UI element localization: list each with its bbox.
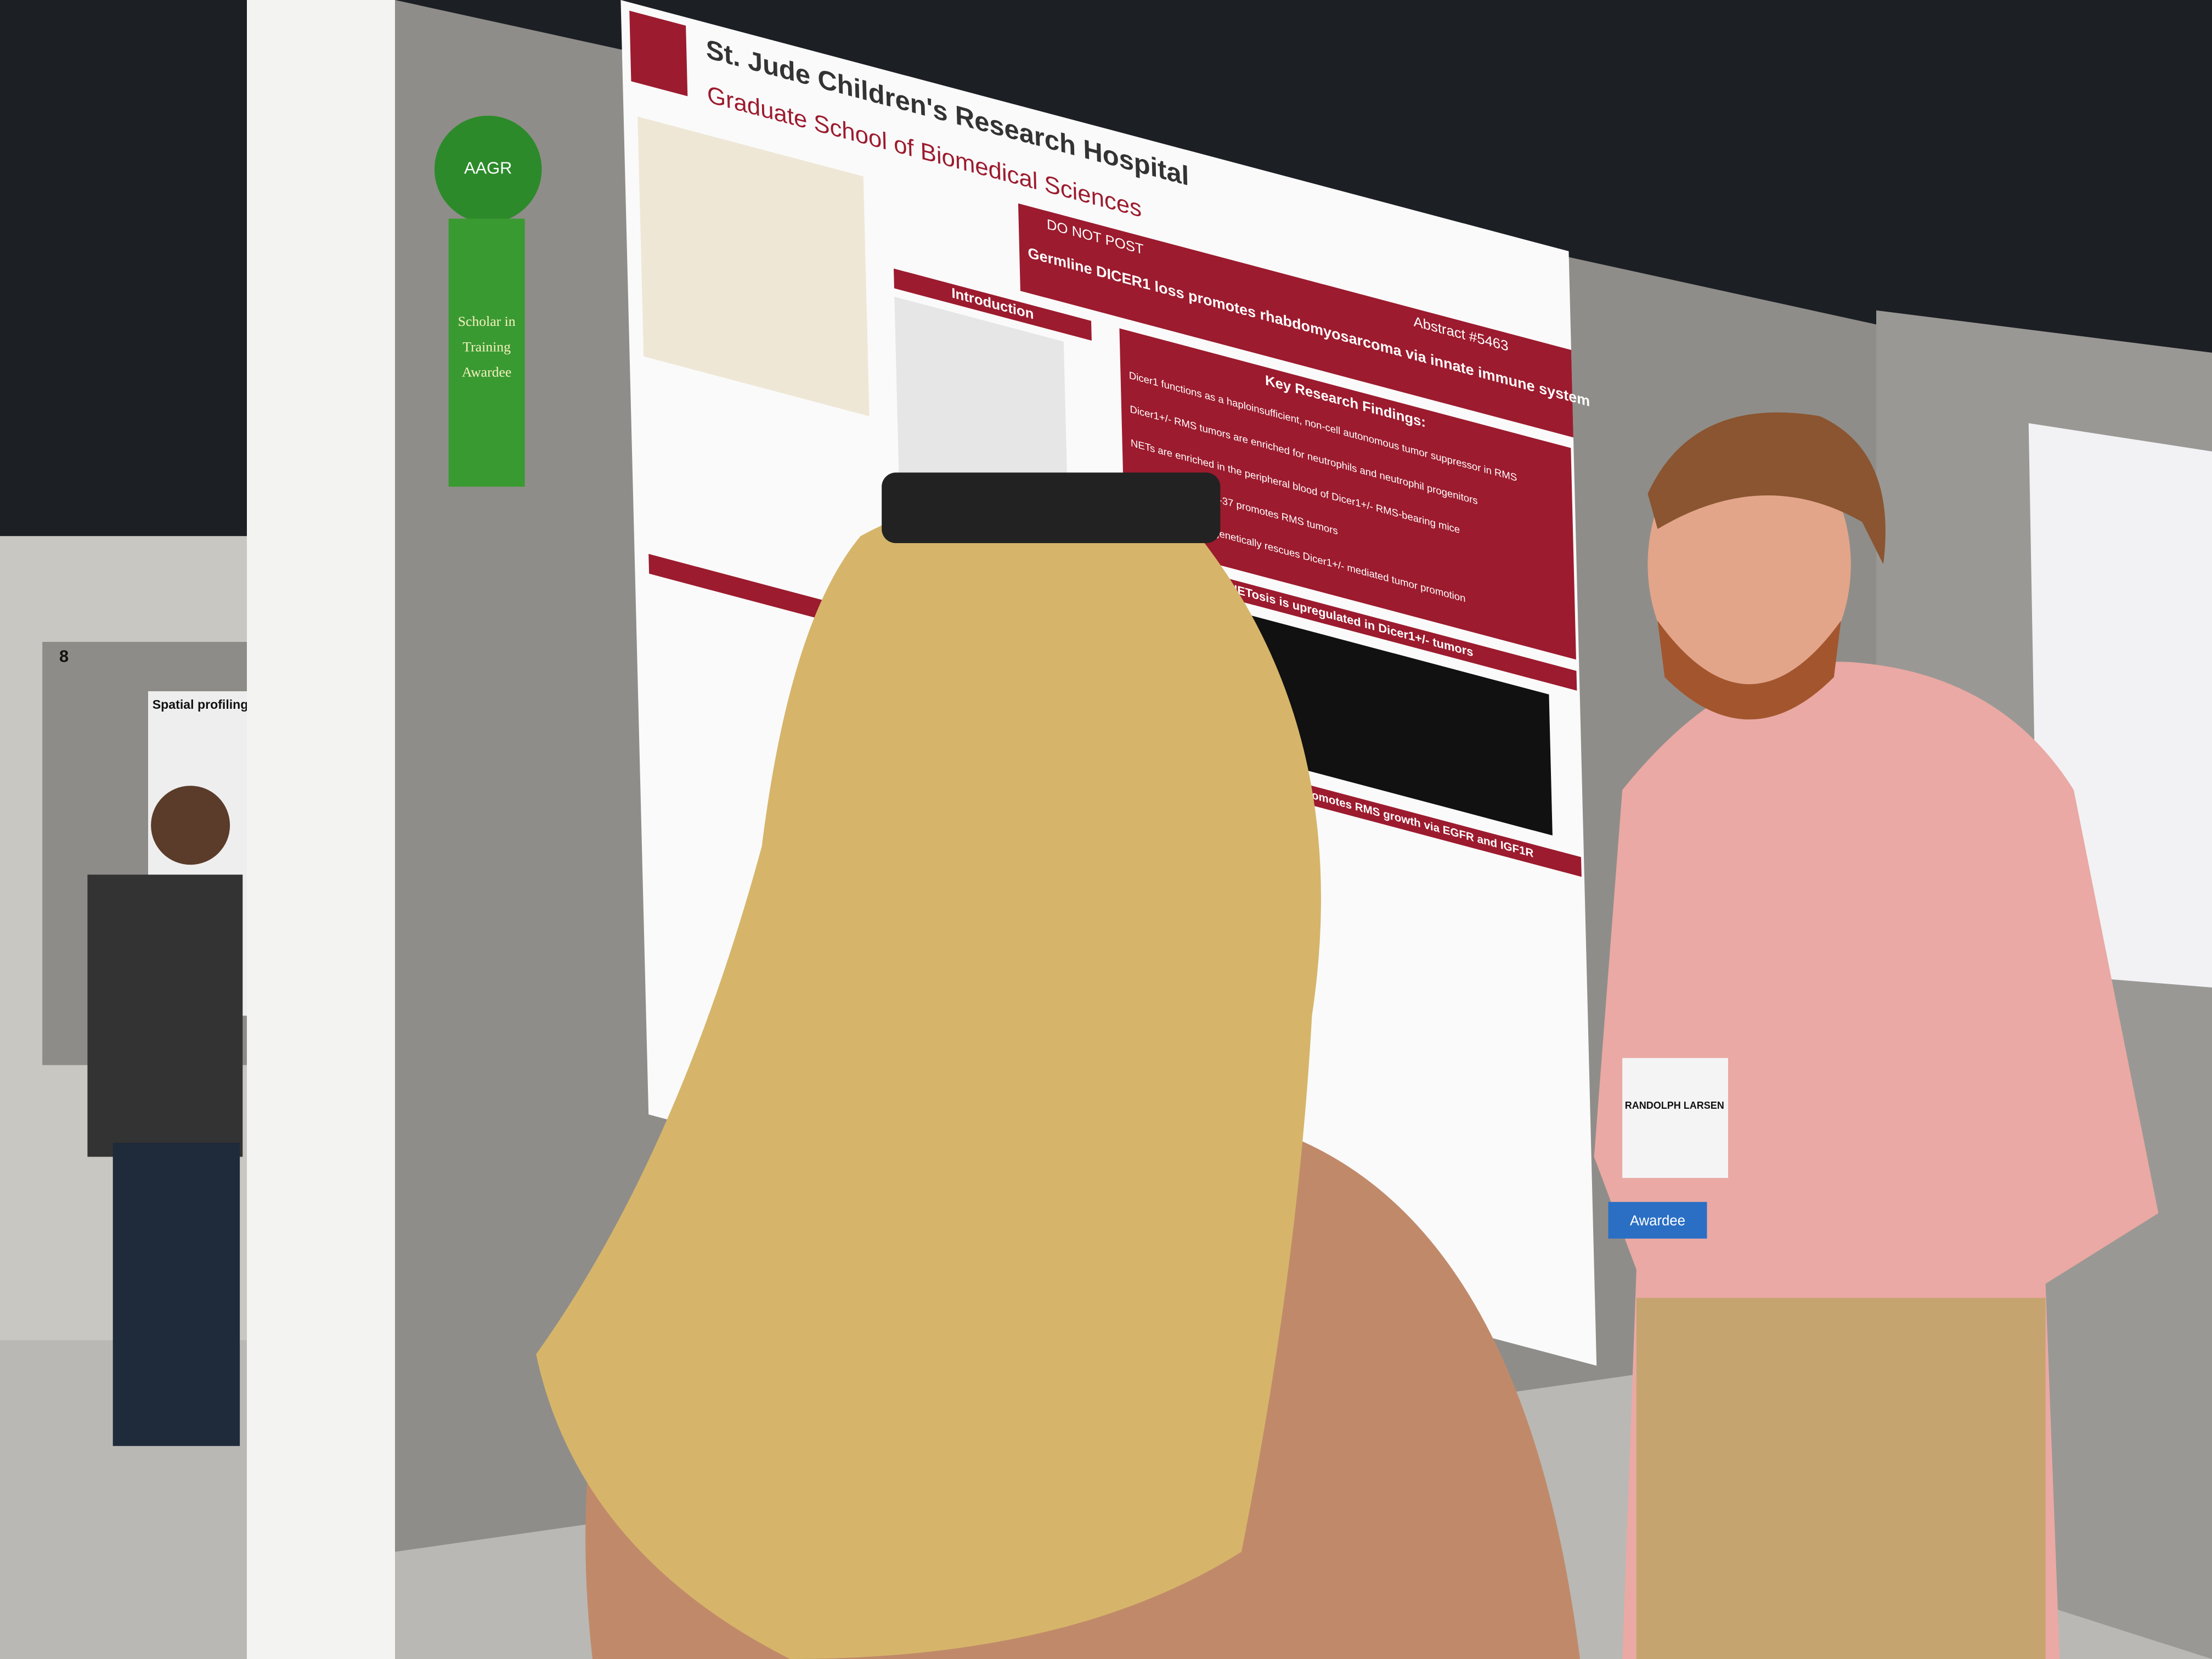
title-bar — [1018, 203, 1573, 438]
ribbon-rosette — [435, 115, 542, 223]
ribbon-org: AAGR — [464, 159, 512, 178]
sunglasses — [882, 472, 1221, 543]
logo — [629, 10, 688, 97]
ribbon-label-box: Scholar in Training Awardee — [458, 314, 516, 381]
badge — [1622, 1058, 1728, 1178]
badge-name: RANDOLPH LARSEN — [1625, 1100, 1724, 1111]
woman-hair — [536, 494, 1321, 1659]
man-pants — [1636, 1297, 2046, 1659]
findings-box — [1119, 328, 1576, 660]
netosis-bar — [1125, 551, 1577, 691]
figure-a — [637, 116, 870, 416]
badge-ribbon — [1608, 1201, 1707, 1239]
panel-edge — [247, 0, 395, 1659]
ribbon-label: Scholar in Training Awardee — [458, 314, 516, 381]
attendee-pants — [112, 1142, 240, 1446]
attendee — [87, 874, 243, 1157]
attendee-head — [151, 786, 230, 865]
micrographs — [1238, 612, 1553, 836]
booth-number: 8 — [59, 646, 69, 665]
intro-bar — [894, 268, 1092, 341]
man-hair — [1647, 412, 1886, 565]
man-beard — [1657, 620, 1841, 720]
ribbon-tail — [448, 218, 525, 487]
badge-ribbon-text: Awardee — [1630, 1214, 1685, 1229]
